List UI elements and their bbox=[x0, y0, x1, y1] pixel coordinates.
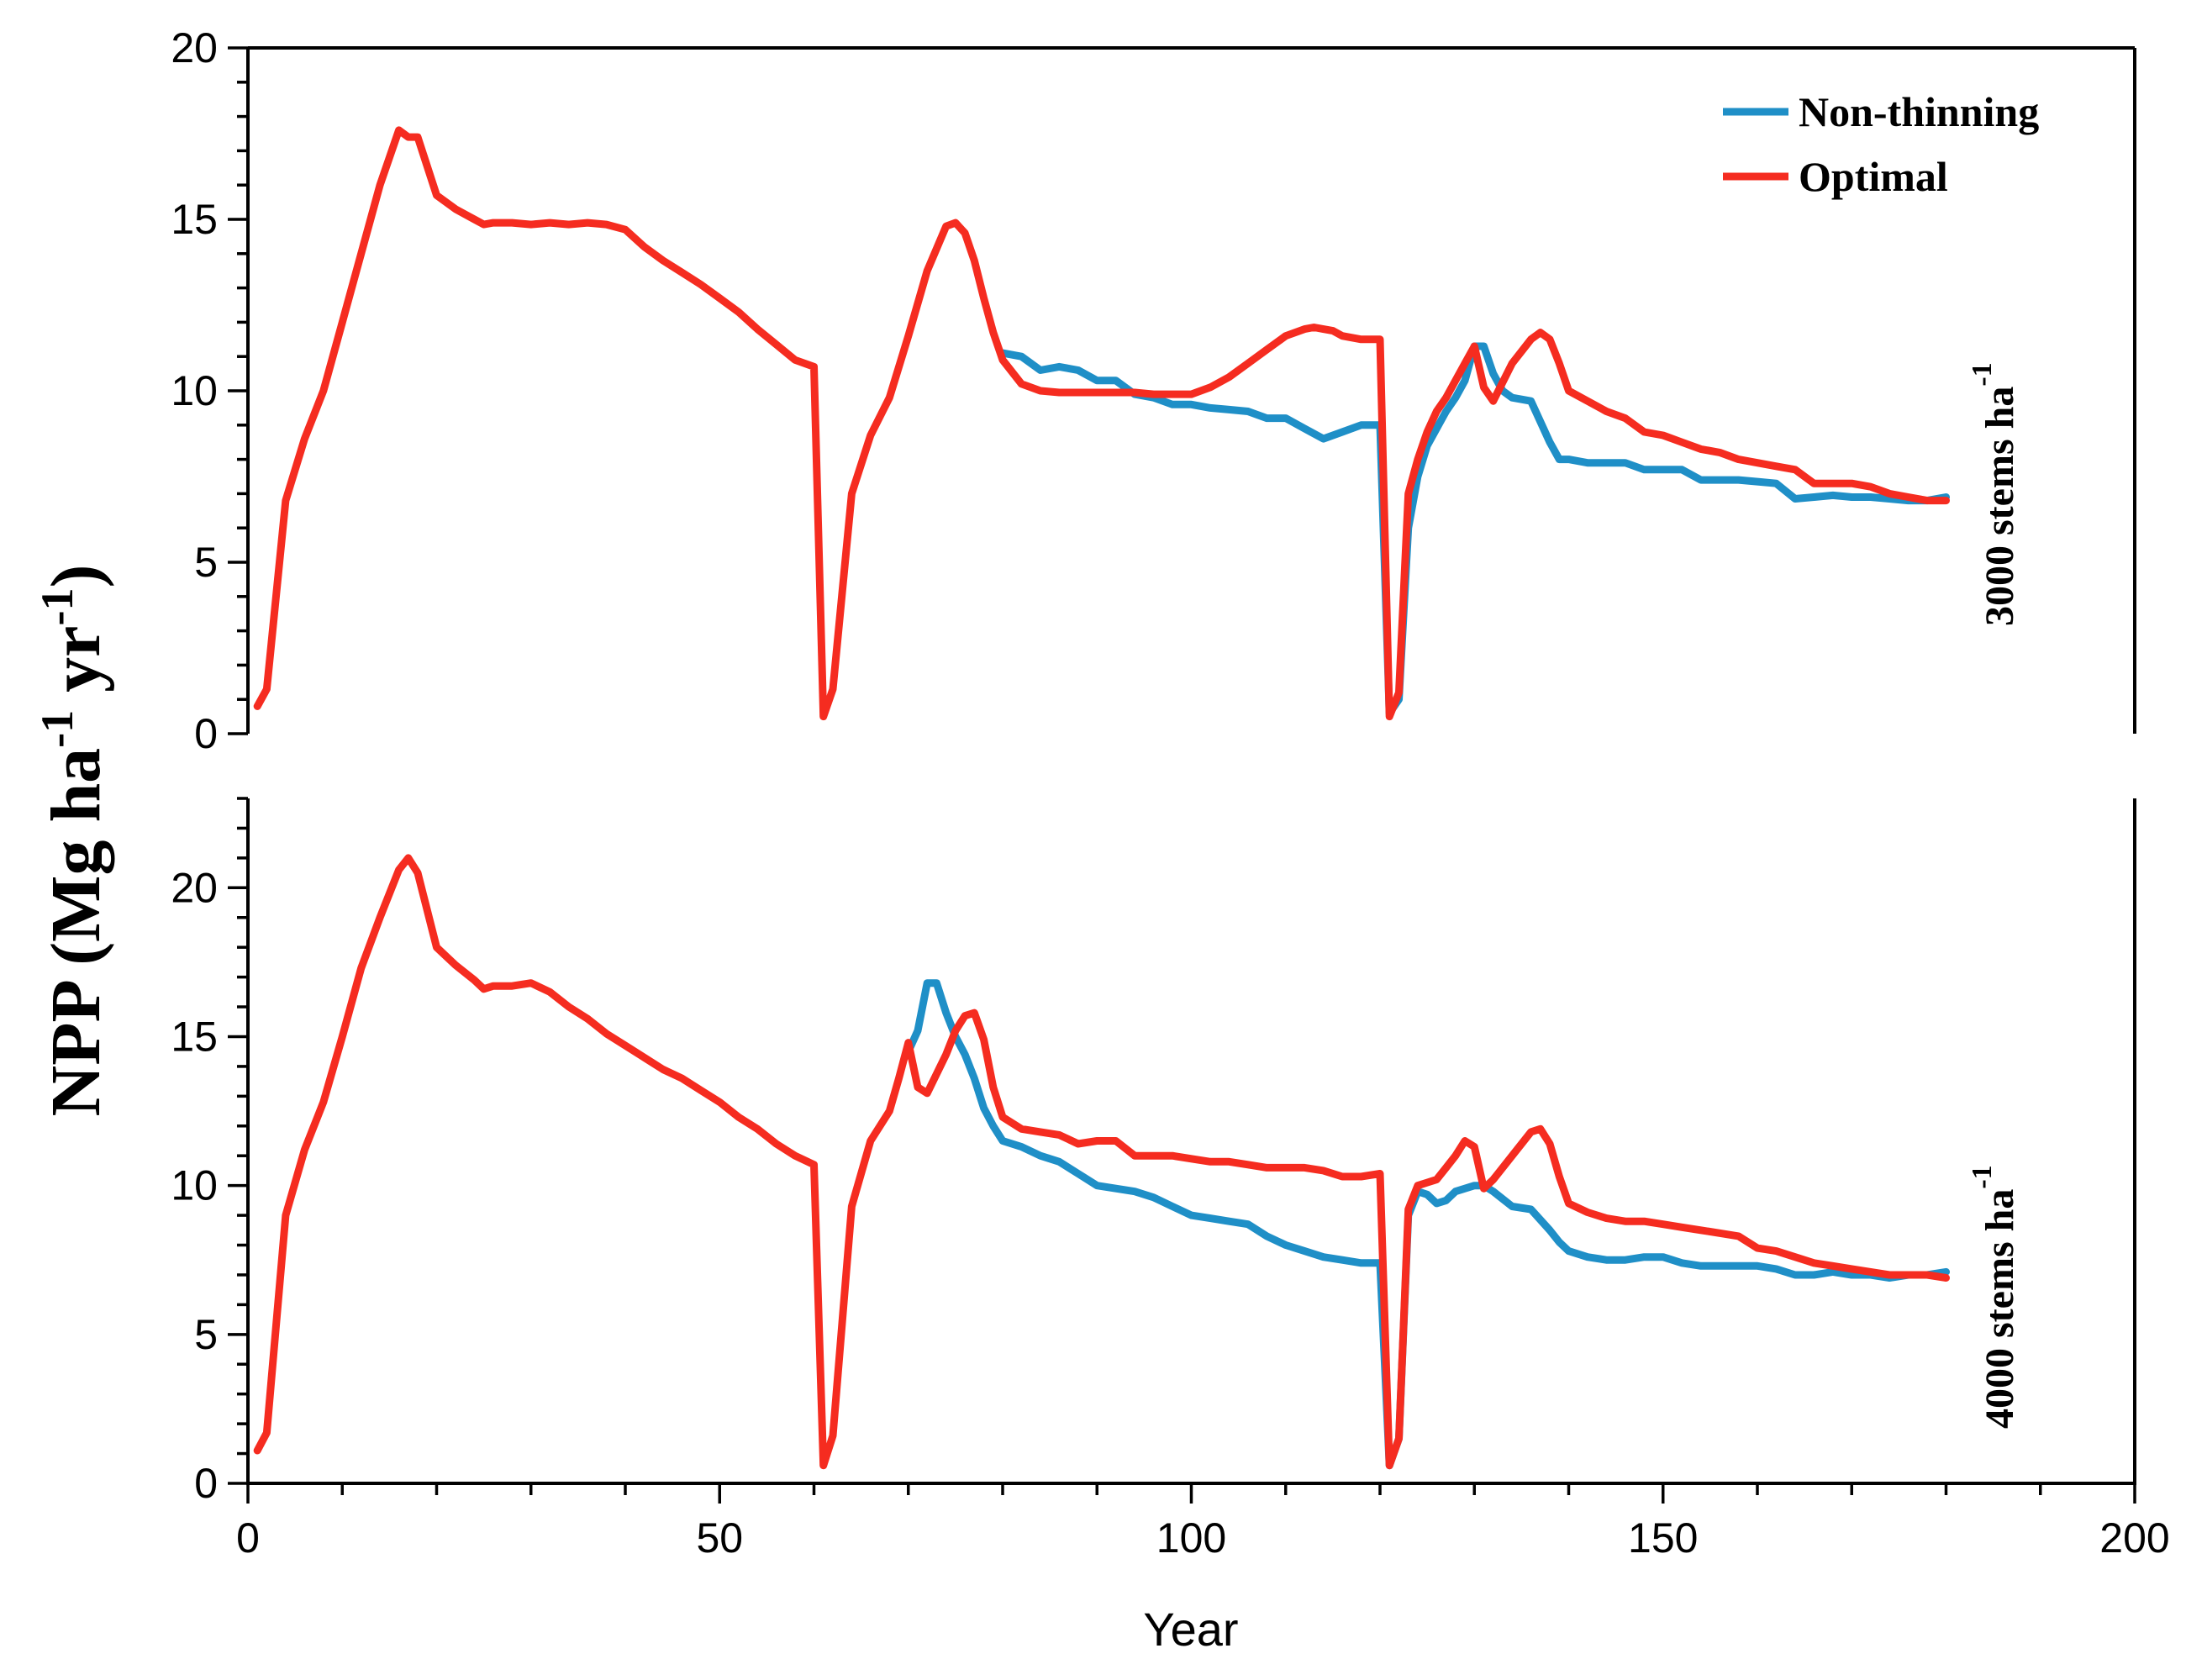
top-ytick-label: 15 bbox=[171, 196, 218, 243]
top-side-label-sup: -1 bbox=[1967, 362, 1998, 386]
bottom-axis-ticks bbox=[228, 797, 2136, 1504]
bottom-series-lines bbox=[253, 854, 1950, 1470]
legend-label-optimal: Optimal bbox=[1799, 153, 1948, 200]
legend-label-non-thinning: Non-thinning bbox=[1799, 88, 2039, 135]
bottom-axis-frame bbox=[246, 798, 2136, 1485]
bottom-ytick-label: 5 bbox=[194, 1311, 218, 1358]
top-axis-ticks bbox=[228, 46, 248, 735]
xtick-label: 100 bbox=[1156, 1514, 1226, 1562]
y-axis-label: NPP (Mg ha-1 yr-1) bbox=[32, 565, 115, 1117]
panel-bottom: 0 5 10 15 20 0 50 100 150 200 4000 stems ha-1 Ye… bbox=[171, 797, 2170, 1656]
xtick-label: 50 bbox=[696, 1514, 743, 1562]
xtick-label: 150 bbox=[1628, 1514, 1698, 1562]
ylabel-sup1: -1 bbox=[32, 710, 82, 748]
top-ytick-label: 5 bbox=[194, 539, 218, 586]
panel-top: 0 5 10 15 20 3000 stems ha-1 Non-thinning Op… bbox=[171, 24, 2136, 757]
bottom-ytick-label: 20 bbox=[171, 864, 218, 911]
bottom-side-label-sup: -1 bbox=[1967, 1165, 1998, 1188]
ylabel-mid: yr bbox=[37, 626, 115, 710]
top-axis-frame bbox=[246, 46, 2136, 734]
bottom-ytick-label: 0 bbox=[194, 1460, 218, 1507]
ylabel-end: ) bbox=[37, 565, 115, 588]
top-series-optimal bbox=[253, 126, 1950, 721]
bottom-series-non-thinning bbox=[904, 979, 1950, 1470]
ylabel-sup2: -1 bbox=[32, 588, 82, 626]
bottom-xtick-labels: 0 50 100 150 200 bbox=[236, 1514, 2170, 1562]
x-axis-label: Year bbox=[1143, 1603, 1238, 1656]
top-ytick-label: 10 bbox=[171, 367, 218, 414]
top-series-lines bbox=[253, 126, 1950, 721]
bottom-side-label: 4000 stems ha-1 bbox=[1967, 1165, 2022, 1429]
xtick-label: 0 bbox=[236, 1514, 260, 1562]
ylabel-main: NPP (Mg ha bbox=[37, 748, 115, 1117]
top-side-label: 3000 stems ha-1 bbox=[1967, 362, 2022, 626]
top-ytick-labels: 0 5 10 15 20 bbox=[171, 24, 218, 757]
top-side-label-text: 3000 stems ha bbox=[1978, 387, 2022, 626]
bottom-ytick-label: 15 bbox=[171, 1013, 218, 1060]
bottom-ytick-labels: 0 5 10 15 20 bbox=[171, 864, 218, 1507]
bottom-side-label-text: 4000 stems ha bbox=[1978, 1189, 2022, 1429]
top-ytick-label: 0 bbox=[194, 710, 218, 757]
bottom-series-optimal bbox=[253, 854, 1950, 1470]
top-ytick-label: 20 bbox=[171, 24, 218, 71]
top-series-non-thinning bbox=[998, 342, 1950, 717]
xtick-label: 200 bbox=[2099, 1514, 2169, 1562]
bottom-ytick-label: 10 bbox=[171, 1162, 218, 1209]
legend: Non-thinning Optimal bbox=[1723, 88, 2039, 200]
